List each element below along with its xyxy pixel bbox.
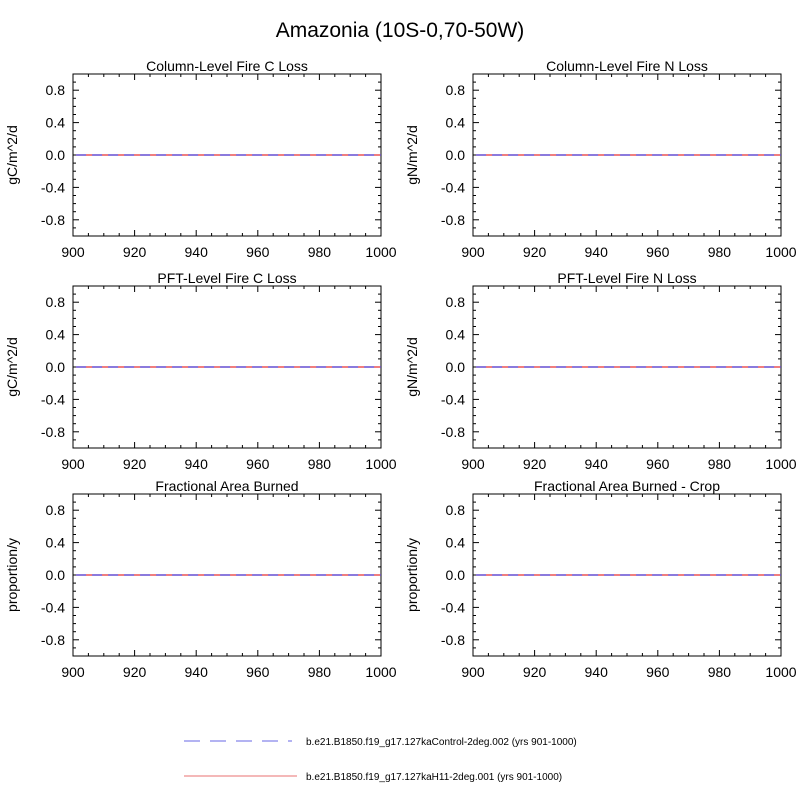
x-tick-label: 900 bbox=[61, 456, 85, 472]
x-tick-label: 1000 bbox=[365, 244, 396, 260]
y-tick-label: -0.8 bbox=[41, 424, 65, 440]
panel-title: PFT-Level Fire C Loss bbox=[157, 270, 296, 286]
y-axis-label: gN/m^2/d bbox=[404, 125, 420, 184]
x-tick-label: 1000 bbox=[765, 244, 796, 260]
x-tick-label: 940 bbox=[185, 456, 209, 472]
x-tick-label: 1000 bbox=[765, 456, 796, 472]
y-tick-label: 0.0 bbox=[46, 567, 66, 583]
y-axis-label: gC/m^2/d bbox=[4, 337, 20, 396]
y-axis-label: gN/m^2/d bbox=[404, 337, 420, 396]
figure-title: Amazonia (10S-0,70-50W) bbox=[275, 19, 525, 42]
x-tick-label: 940 bbox=[585, 664, 609, 680]
y-tick-label: 0.0 bbox=[446, 359, 466, 375]
x-tick-label: 980 bbox=[308, 664, 332, 680]
y-tick-label: -0.8 bbox=[41, 632, 65, 648]
y-tick-label: 0.8 bbox=[46, 82, 66, 98]
y-tick-label: -0.4 bbox=[441, 599, 465, 615]
x-tick-label: 900 bbox=[461, 244, 485, 260]
y-tick-label: -0.4 bbox=[41, 179, 65, 195]
y-tick-label: -0.4 bbox=[441, 391, 465, 407]
x-tick-label: 920 bbox=[123, 244, 147, 260]
x-tick-label: 980 bbox=[308, 244, 332, 260]
legend-label-h11: b.e21.B1850.f19_g17.127kaH11-2deg.001 (y… bbox=[306, 772, 562, 783]
y-tick-label: 0.4 bbox=[46, 115, 66, 131]
y-tick-label: -0.8 bbox=[441, 212, 465, 228]
x-tick-label: 980 bbox=[708, 664, 732, 680]
legend: b.e21.B1850.f19_g17.127kaControl-2deg.00… bbox=[184, 737, 577, 783]
x-tick-label: 960 bbox=[646, 456, 670, 472]
y-tick-label: -0.8 bbox=[441, 424, 465, 440]
x-tick-label: 960 bbox=[246, 244, 270, 260]
chart-panels: Column-Level Fire C Loss gC/m^2/d 900 920 94… bbox=[4, 58, 797, 680]
y-tick-label: 0.8 bbox=[46, 294, 66, 310]
y-tick-label: 0.0 bbox=[446, 147, 466, 163]
y-tick-label: -0.8 bbox=[41, 212, 65, 228]
x-tick-label: 940 bbox=[585, 456, 609, 472]
x-tick-label: 900 bbox=[61, 244, 85, 260]
legend-label-control: b.e21.B1850.f19_g17.127kaControl-2deg.00… bbox=[306, 737, 577, 748]
x-tick-label: 900 bbox=[61, 664, 85, 680]
panel-title: Fractional Area Burned bbox=[155, 478, 298, 494]
y-tick-label: 0.8 bbox=[446, 82, 466, 98]
y-tick-label: 0.8 bbox=[446, 502, 466, 518]
panel-title: Fractional Area Burned - Crop bbox=[534, 478, 720, 494]
x-tick-label: 980 bbox=[708, 244, 732, 260]
x-tick-label: 920 bbox=[123, 664, 147, 680]
panel-4: PFT-Level Fire N Loss gN/m^2/d 900 920 940 96… bbox=[404, 270, 797, 472]
x-tick-label: 920 bbox=[523, 456, 547, 472]
x-tick-label: 980 bbox=[708, 456, 732, 472]
x-tick-label: 940 bbox=[185, 664, 209, 680]
y-tick-label: 0.4 bbox=[446, 115, 466, 131]
x-tick-label: 960 bbox=[646, 244, 670, 260]
x-tick-label: 960 bbox=[246, 664, 270, 680]
panel-2: Column-Level Fire N Loss gN/m^2/d 900 920 94… bbox=[404, 58, 797, 260]
x-tick-label: 960 bbox=[246, 456, 270, 472]
x-tick-label: 940 bbox=[185, 244, 209, 260]
y-tick-label: 0.4 bbox=[446, 535, 466, 551]
x-tick-label: 940 bbox=[585, 244, 609, 260]
y-tick-label: 0.8 bbox=[446, 294, 466, 310]
panel-3: PFT-Level Fire C Loss gC/m^2/d 900 920 940 96… bbox=[4, 270, 397, 472]
x-tick-label: 920 bbox=[523, 664, 547, 680]
y-tick-label: 0.8 bbox=[46, 502, 66, 518]
panel-title: PFT-Level Fire N Loss bbox=[557, 270, 696, 286]
y-axis-label: proportion/y bbox=[404, 538, 420, 612]
x-tick-label: 980 bbox=[308, 456, 332, 472]
x-tick-label: 920 bbox=[123, 456, 147, 472]
y-tick-label: 0.0 bbox=[46, 147, 66, 163]
y-tick-label: 0.4 bbox=[46, 327, 66, 343]
y-tick-label: 0.4 bbox=[446, 327, 466, 343]
y-axis-label: gC/m^2/d bbox=[4, 125, 20, 184]
y-tick-label: -0.4 bbox=[41, 599, 65, 615]
y-tick-label: -0.8 bbox=[441, 632, 465, 648]
x-tick-label: 960 bbox=[646, 664, 670, 680]
y-tick-label: 0.0 bbox=[446, 567, 466, 583]
x-tick-label: 900 bbox=[461, 664, 485, 680]
y-tick-label: 0.4 bbox=[46, 535, 66, 551]
x-tick-label: 1000 bbox=[365, 456, 396, 472]
x-tick-label: 900 bbox=[461, 456, 485, 472]
y-tick-label: -0.4 bbox=[441, 179, 465, 195]
panel-5: Fractional Area Burned proportion/y 900 920… bbox=[4, 478, 397, 680]
x-tick-label: 1000 bbox=[765, 664, 796, 680]
y-axis-label: proportion/y bbox=[4, 538, 20, 612]
x-tick-label: 1000 bbox=[365, 664, 396, 680]
panel-6: Fractional Area Burned - Crop proportion/… bbox=[404, 478, 797, 680]
y-tick-label: -0.4 bbox=[41, 391, 65, 407]
x-tick-label: 920 bbox=[523, 244, 547, 260]
y-tick-label: 0.0 bbox=[46, 359, 66, 375]
panel-title: Column-Level Fire N Loss bbox=[546, 58, 708, 74]
panel-1: Column-Level Fire C Loss gC/m^2/d 900 920 94… bbox=[4, 58, 397, 260]
panel-title: Column-Level Fire C Loss bbox=[146, 58, 308, 74]
